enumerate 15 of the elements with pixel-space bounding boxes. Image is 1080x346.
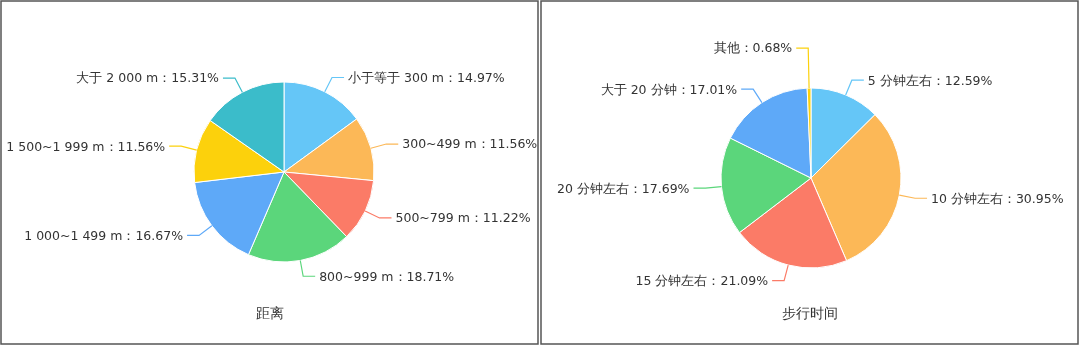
slice-label: 大于 20 分钟：17.01% (600, 81, 738, 97)
slice-label: 其他：0.68% (713, 40, 793, 56)
slice-label: 300~499 m：11.56% (402, 136, 538, 152)
slice-label: 5 分钟左右：12.59% (867, 72, 993, 88)
slice-label: 1 500~1 999 m：11.56% (6, 138, 166, 154)
slice-label: 800~999 m：18.71% (319, 268, 455, 284)
slice-label: 1 000~1 499 m：16.67% (24, 227, 184, 243)
slice-label: 20 分钟左右：17.69% (556, 180, 690, 196)
slice-label: 10 分钟左右：30.95% (931, 190, 1064, 206)
slice-label: 小于等于 300 m：14.97% (348, 69, 505, 85)
slice-label: 500~799 m：11.22% (395, 210, 531, 226)
slice-label: 15 分钟左右：21.09% (635, 272, 769, 288)
slice-label: 大于 2 000 m：15.31% (76, 70, 220, 86)
text: 步行时间 (782, 305, 838, 321)
text: 距离 (256, 305, 284, 321)
